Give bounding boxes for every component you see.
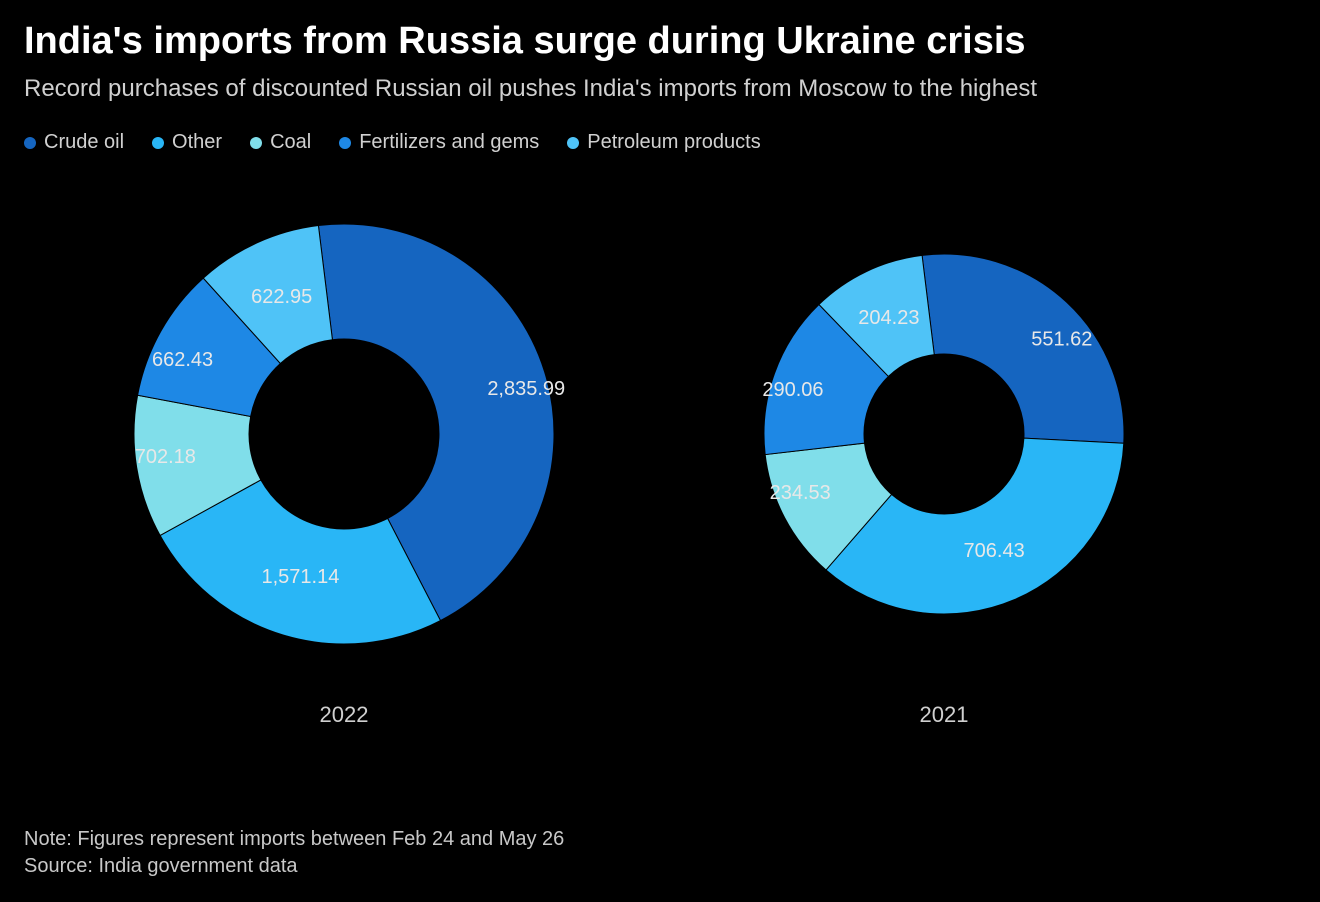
- chart-footer: Note: Figures represent imports between …: [24, 824, 564, 878]
- legend-label: Crude oil: [44, 131, 124, 154]
- legend-dot-icon: [250, 137, 262, 149]
- footer-source: Source: India government data: [24, 855, 564, 878]
- legend-label: Fertilizers and gems: [359, 131, 539, 154]
- legend-dot-icon: [24, 137, 36, 149]
- slice-value-label: 551.62: [1031, 329, 1092, 351]
- slice-value-label: 2,835.99: [487, 378, 565, 400]
- legend-label: Coal: [270, 131, 311, 154]
- legend-item: Fertilizers and gems: [339, 131, 539, 154]
- chart-year-label: 2021: [920, 702, 969, 728]
- donut-slice: [826, 438, 1124, 614]
- donut-chart: 551.62 706.43 234.53 290.06 204.23 2021: [684, 184, 1204, 728]
- legend: Crude oil Other Coal Fertilizers and gems Pe…: [24, 131, 1296, 154]
- legend-dot-icon: [152, 137, 164, 149]
- slice-value-label: 290.06: [762, 379, 823, 401]
- legend-dot-icon: [339, 137, 351, 149]
- chart-year-label: 2022: [320, 702, 369, 728]
- chart-subtitle: Record purchases of discounted Russian o…: [24, 75, 1296, 103]
- slice-value-label: 1,571.14: [262, 566, 340, 588]
- legend-label: Petroleum products: [587, 131, 760, 154]
- slice-value-label: 662.43: [152, 349, 213, 371]
- footer-note: Note: Figures represent imports between …: [24, 828, 564, 851]
- slice-value-label: 706.43: [964, 540, 1025, 562]
- slice-value-label: 702.18: [135, 446, 196, 468]
- legend-label: Other: [172, 131, 222, 154]
- slice-value-label: 204.23: [858, 307, 919, 329]
- donut-slice: [922, 254, 1124, 443]
- legend-dot-icon: [567, 137, 579, 149]
- slice-value-label: 622.95: [251, 286, 312, 308]
- legend-item: Coal: [250, 131, 311, 154]
- legend-item: Crude oil: [24, 131, 124, 154]
- legend-item: Petroleum products: [567, 131, 760, 154]
- slice-value-label: 234.53: [770, 482, 831, 504]
- donut-svg: 2,835.99 1,571.14 702.18 662.43 622.95: [84, 184, 604, 684]
- legend-item: Other: [152, 131, 222, 154]
- chart-title: India's imports from Russia surge during…: [24, 20, 1296, 63]
- donut-chart: 2,835.99 1,571.14 702.18 662.43 622.95 2022: [84, 184, 604, 728]
- donut-svg: 551.62 706.43 234.53 290.06 204.23: [684, 184, 1204, 684]
- charts-container: 2,835.99 1,571.14 702.18 662.43 622.95 2022 55…: [24, 184, 1296, 728]
